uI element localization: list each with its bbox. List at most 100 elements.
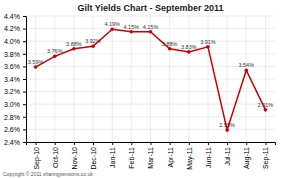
y-tick-label: 3.6% — [4, 63, 20, 70]
x-tick-mark — [55, 142, 56, 145]
grid-line — [35, 16, 36, 142]
grid — [26, 16, 275, 142]
point — [187, 50, 191, 54]
x-tick-label: Nov-10 — [71, 147, 78, 170]
x-tick-mark — [36, 142, 37, 145]
x-tick: Dec-10 — [90, 142, 97, 170]
x-axis: Sep-10 Oct-10 Nov-10 Dec-10 Jan-11 Feb-11 Mar-… — [27, 142, 276, 170]
data-labels: 3.59%3.76%3.88%3.92%4.19%4.15%4.15%3.88%… — [28, 21, 274, 128]
y-tick-label: 3.0% — [4, 101, 20, 108]
y-tick-mark — [23, 92, 26, 93]
x-tick: Sep-10 — [33, 142, 41, 170]
annotation: Copyright © 2011 sharingpensions.co.uk — [3, 171, 93, 177]
grid-line — [265, 16, 266, 142]
title: Gilt Yields Chart - September 2011 — [77, 3, 223, 13]
y-tick-mark — [23, 66, 26, 67]
x-tick: Apr-11 — [167, 142, 175, 168]
data-label: 3.88% — [162, 41, 178, 47]
x-tick-mark — [265, 142, 266, 145]
y-tick: 3.0% — [4, 101, 26, 108]
x-tick-label: Jan-11 — [109, 147, 116, 168]
x-tick: May-11 — [186, 142, 194, 170]
y-tick: 3.8% — [4, 51, 26, 58]
y-tick: 2.6% — [4, 126, 26, 133]
data-label: 3.83% — [181, 44, 197, 50]
x-tick-label: Oct-10 — [52, 147, 59, 168]
y-tick-label: 3.8% — [4, 51, 20, 58]
y-tick-mark — [23, 29, 26, 30]
x-tick-label: Aug-11 — [243, 147, 251, 169]
x-tick-mark — [208, 142, 209, 145]
point — [110, 27, 114, 31]
grid-line — [207, 16, 208, 142]
x-tick-label: Sep-11 — [262, 147, 270, 169]
series — [34, 27, 267, 131]
y-tick-label: 4.4% — [4, 13, 20, 20]
x-tick-label: Mar-11 — [147, 147, 154, 169]
point — [225, 128, 229, 132]
x-tick-label: Dec-10 — [90, 147, 97, 170]
grid-line — [112, 16, 113, 142]
point — [206, 45, 210, 49]
grid-line — [169, 16, 170, 142]
x-tick-label: Sep-10 — [33, 147, 41, 170]
data-label: 3.54% — [238, 62, 254, 68]
y-tick-mark — [23, 142, 26, 143]
point — [264, 108, 268, 112]
x-tick-mark — [131, 142, 132, 145]
x-tick-label: Jun-11 — [205, 147, 212, 168]
y-tick-mark — [23, 79, 26, 80]
x-tick-mark — [151, 142, 152, 145]
grid-line — [93, 16, 94, 142]
line — [36, 29, 266, 130]
y-tick-label: 4.2% — [4, 25, 20, 32]
data-label: 2.59% — [219, 122, 235, 128]
data-label: 4.15% — [143, 24, 159, 30]
x-tick-label: May-11 — [186, 147, 194, 170]
y-tick-label: 3.4% — [4, 76, 20, 83]
x-axis-line — [27, 143, 276, 146]
x-tick-label: Apr-11 — [167, 147, 175, 168]
data-label: 3.76% — [47, 48, 63, 54]
grid-line — [131, 16, 132, 142]
x-tick-mark — [189, 142, 190, 145]
x-tick: Feb-11 — [128, 142, 135, 169]
y-tick-label: 2.4% — [4, 139, 20, 146]
y-tick: 4.4% — [4, 13, 26, 20]
grid-line — [54, 16, 55, 142]
point — [91, 44, 95, 48]
plot-area: 2.4%2.6%2.8%3.0%3.2%3.4%3.6%3.8%4.0%4.2%… — [4, 13, 275, 170]
grid-line — [246, 16, 247, 142]
x-tick: Nov-10 — [71, 142, 78, 170]
point — [130, 30, 134, 34]
x-tick-mark — [246, 142, 247, 145]
y-axis: 2.4%2.6%2.8%3.0%3.2%3.4%3.6%3.8%4.0%4.2%… — [4, 13, 26, 146]
x-tick: Mar-11 — [147, 142, 154, 169]
x-tick: Jan-11 — [109, 142, 116, 168]
grid-line — [188, 16, 189, 142]
y-tick-mark — [23, 54, 26, 55]
y-tick: 4.2% — [4, 25, 26, 32]
data-label: 3.59% — [28, 59, 44, 65]
x-tick: Oct-10 — [52, 142, 59, 168]
grid-line — [73, 16, 74, 142]
y-tick: 3.2% — [4, 88, 26, 95]
point — [34, 65, 38, 69]
y-axis-line — [23, 17, 27, 143]
y-tick-mark — [23, 41, 26, 42]
point — [168, 47, 172, 51]
y-tick-mark — [23, 104, 26, 105]
point — [72, 47, 76, 51]
data-label: 2.91% — [258, 102, 274, 108]
point — [149, 30, 153, 34]
x-tick: Jun-11 — [205, 142, 212, 168]
point — [244, 68, 248, 72]
x-tick-mark — [93, 142, 94, 145]
grid-line — [150, 16, 151, 142]
data-label: 3.92% — [85, 38, 101, 44]
x-tick-mark — [74, 142, 75, 145]
y-tick: 3.6% — [4, 63, 26, 70]
y-tick: 3.4% — [4, 76, 26, 83]
y-tick-label: 2.8% — [4, 114, 20, 121]
data-label: 3.91% — [200, 39, 216, 45]
